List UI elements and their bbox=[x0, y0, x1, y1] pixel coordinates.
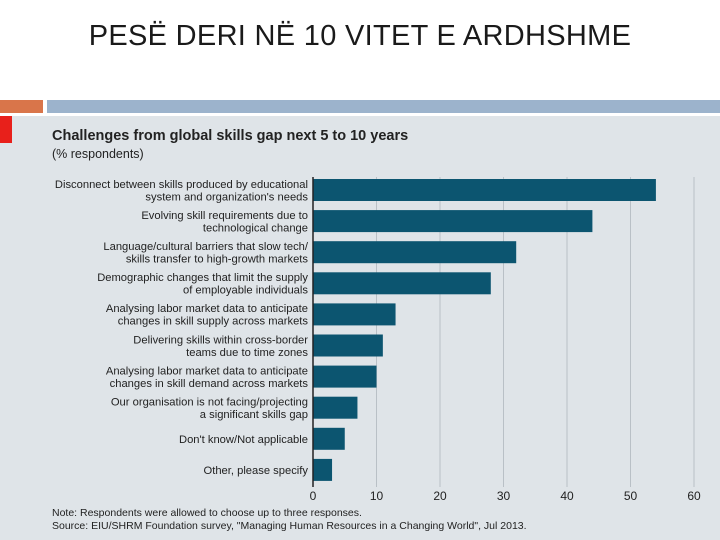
category-label-5-line-1: teams due to time zones bbox=[186, 347, 308, 359]
category-label-6-line-0: Analysing labor market data to anticipat… bbox=[106, 365, 308, 377]
bar-1 bbox=[313, 210, 593, 233]
category-label-4-line-0: Analysing labor market data to anticipat… bbox=[106, 303, 308, 315]
category-label-5: Delivering skills within cross-border tea… bbox=[133, 334, 308, 359]
category-label-3-line-1: of employable individuals bbox=[183, 285, 308, 297]
header-accent-blue bbox=[47, 100, 720, 113]
category-label-3: Demographic changes that limit the suppl… bbox=[97, 272, 308, 297]
category-label-3-line-0: Demographic changes that limit the suppl… bbox=[97, 272, 308, 284]
category-label-9-line-0: Other, please specify bbox=[204, 465, 309, 477]
category-label-7-line-1: a significant skills gap bbox=[200, 409, 308, 421]
bar-7 bbox=[313, 396, 358, 419]
accent-red-marker bbox=[0, 116, 12, 143]
category-label-5-line-0: Delivering skills within cross-border bbox=[133, 334, 308, 346]
category-label-0-line-1: system and organization's needs bbox=[145, 191, 308, 203]
category-label-7-line-0: Our organisation is not facing/projectin… bbox=[111, 396, 308, 408]
bar-8 bbox=[313, 427, 345, 450]
bar-4 bbox=[313, 303, 396, 326]
bar-0 bbox=[313, 179, 656, 201]
category-label-6-line-1: changes in skill demand across markets bbox=[110, 378, 309, 390]
x-tick-label-10: 10 bbox=[370, 489, 384, 503]
header-accent-orange bbox=[0, 100, 43, 113]
bar-2 bbox=[313, 241, 517, 264]
category-label-8-line-0: Don't know/Not applicable bbox=[179, 434, 308, 446]
category-label-1: Evolving skill requirements due to techno… bbox=[141, 210, 308, 235]
category-label-2-line-0: Language/cultural barriers that slow tec… bbox=[103, 241, 308, 253]
category-label-1-line-0: Evolving skill requirements due to bbox=[141, 210, 308, 222]
x-tick-label-50: 50 bbox=[624, 489, 638, 503]
category-label-0-line-0: Disconnect between skills produced by ed… bbox=[55, 179, 308, 191]
chart-source: Source: EIU/SHRM Foundation survey, "Man… bbox=[52, 520, 527, 532]
category-label-2-line-1: skills transfer to high-growth markets bbox=[126, 253, 309, 265]
x-tick-label-0: 0 bbox=[310, 489, 317, 503]
x-tick-label-30: 30 bbox=[497, 489, 511, 503]
category-label-6: Analysing labor market data to anticipat… bbox=[106, 365, 309, 390]
category-label-2: Language/cultural barriers that slow tec… bbox=[103, 241, 308, 266]
slide-title: PESË DERI NË 10 VITET E ARDHSHME bbox=[88, 20, 632, 52]
category-label-1-line-1: technological change bbox=[203, 222, 308, 234]
category-label-9: Other, please specify bbox=[204, 465, 309, 477]
chart-subtitle: (% respondents) bbox=[52, 147, 144, 161]
x-tick-label-60: 60 bbox=[687, 489, 701, 503]
x-tick-label-40: 40 bbox=[560, 489, 574, 503]
category-label-4-line-1: changes in skill supply across markets bbox=[118, 316, 309, 328]
x-tick-label-20: 20 bbox=[433, 489, 447, 503]
bar-3 bbox=[313, 272, 491, 295]
category-label-7: Our organisation is not facing/projectin… bbox=[111, 396, 308, 421]
bar-9 bbox=[313, 458, 333, 481]
bar-5 bbox=[313, 334, 383, 357]
chart-note: Note: Respondents were allowed to choose… bbox=[52, 507, 362, 519]
chart-title: Challenges from global skills gap next 5… bbox=[52, 128, 409, 144]
bar-6 bbox=[313, 365, 377, 388]
category-label-4: Analysing labor market data to anticipat… bbox=[106, 303, 309, 328]
category-label-0: Disconnect between skills produced by ed… bbox=[55, 179, 309, 204]
category-label-8: Don't know/Not applicable bbox=[179, 434, 308, 446]
